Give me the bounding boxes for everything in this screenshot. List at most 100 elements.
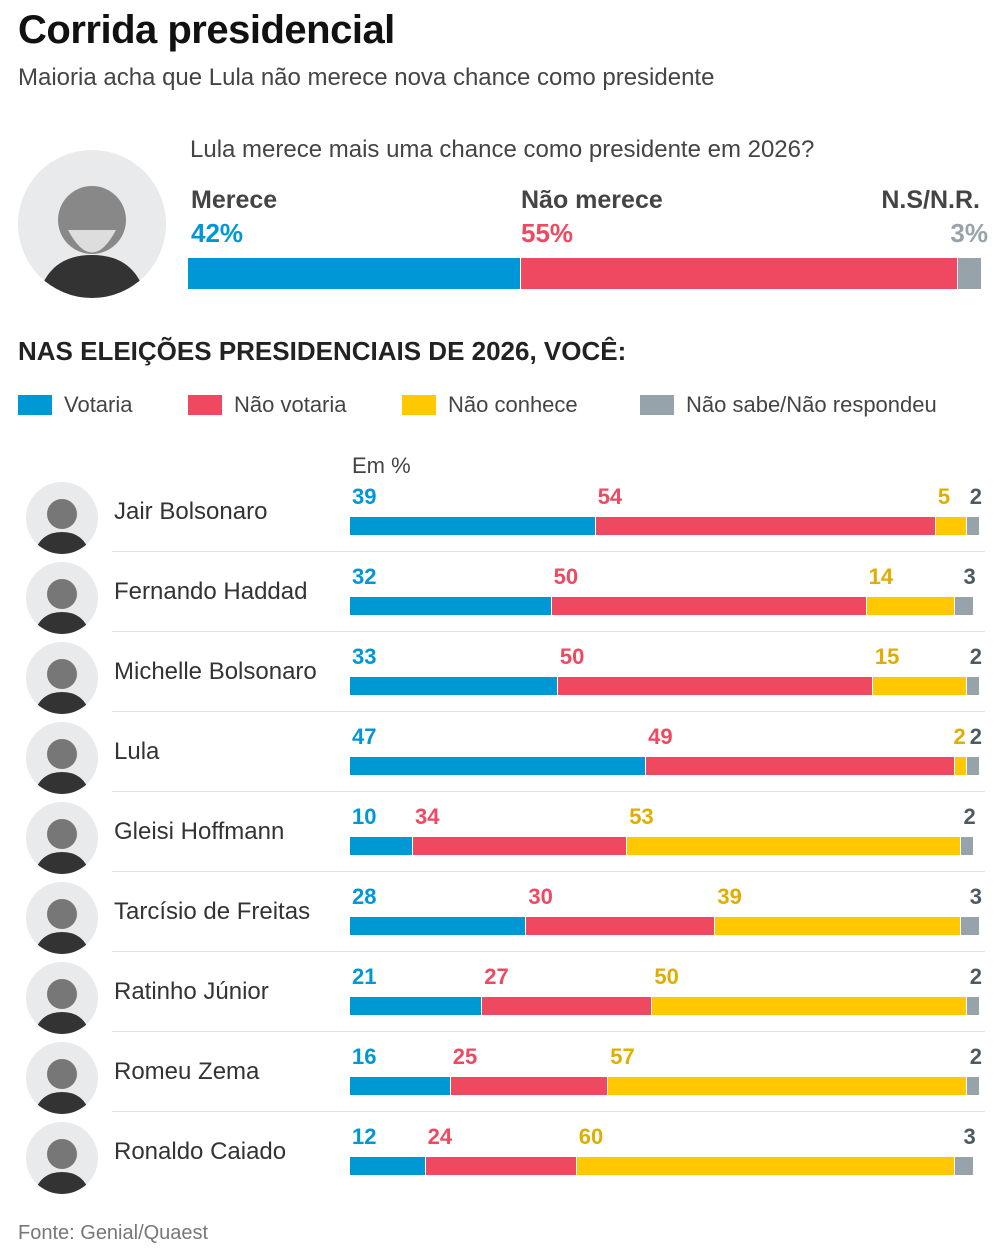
source: Fonte: Genial/Quaest <box>18 1222 209 1244</box>
value-label-nao-conhece: 2 <box>953 724 966 749</box>
candidate-photo <box>26 802 98 874</box>
subtitle: Maioria acha que Lula não merece nova ch… <box>18 64 715 91</box>
value-label-votaria: 12 <box>352 1124 377 1149</box>
candidate-photo <box>26 642 98 714</box>
candidate-row: Jair Bolsonaro 39 54 5 2 <box>0 480 1000 560</box>
title: Corrida presidencial <box>18 8 395 52</box>
bar-ns <box>954 1157 974 1175</box>
legend-label: Não conhece <box>448 392 578 417</box>
value-label-nao-conhece: 39 <box>717 884 742 909</box>
bar-votaria <box>350 917 527 935</box>
value-label-nao-votaria: 30 <box>528 884 553 909</box>
bar-nao-votaria <box>526 917 716 935</box>
divider <box>112 631 985 632</box>
bar-nao-votaria <box>551 597 867 615</box>
divider <box>112 791 985 792</box>
value-label-ns: 2 <box>969 964 982 989</box>
person-icon <box>34 899 90 954</box>
value-label-ns: 3 <box>963 1124 976 1149</box>
person-icon <box>34 499 90 554</box>
person-icon <box>38 186 146 298</box>
divider <box>112 951 985 952</box>
value-label-ns: 2 <box>969 644 982 669</box>
legend-ns: Não sabe/Não respondeu <box>640 392 937 418</box>
value-label-nao-conhece: 53 <box>629 804 654 829</box>
candidate-row: Ronaldo Caiado 12 24 60 3 <box>0 1120 1000 1200</box>
bar-ns <box>967 757 980 775</box>
legend-nao-votaria: Não votaria <box>188 392 347 418</box>
candidate-photo <box>26 962 98 1034</box>
legend-nao-conhece: Não conhece <box>402 392 578 418</box>
value-label-nao-conhece: 5 <box>937 484 951 509</box>
value-label-nao-votaria: 25 <box>452 1044 478 1069</box>
divider <box>112 711 985 712</box>
bar-nao-conhece <box>954 757 968 775</box>
bar-votaria <box>350 597 552 615</box>
value-label-votaria: 32 <box>352 564 377 589</box>
value-label-nao-conhece: 60 <box>578 1124 604 1149</box>
value-label-ns: 3 <box>969 884 982 909</box>
section-title: NAS ELEIÇÕES PRESIDENCIAIS DE 2026, VOCÊ… <box>18 336 627 366</box>
divider <box>112 1031 985 1032</box>
value-label-votaria: 33 <box>352 644 377 669</box>
value-label-ns: 3 <box>963 564 976 589</box>
bar-nao-merece <box>521 258 959 289</box>
candidate-row: Romeu Zema 16 25 57 2 <box>0 1040 1000 1120</box>
candidate-row: Lula 47 49 2 2 <box>0 720 1000 800</box>
person-icon <box>34 659 90 714</box>
bar-nao-conhece <box>935 517 968 535</box>
bar-nao-conhece <box>872 677 968 695</box>
unit-label: Em % <box>352 453 411 478</box>
candidate-name: Michelle Bolsonaro <box>114 658 317 685</box>
legend-swatch <box>402 395 436 415</box>
divider <box>112 1111 985 1112</box>
legend-label: Não sabe/Não respondeu <box>686 392 937 417</box>
person-icon <box>34 579 90 634</box>
person-icon <box>34 739 90 794</box>
legend-swatch <box>640 395 674 415</box>
candidate-row: Ratinho Júnior 21 27 50 2 <box>0 960 1000 1040</box>
candidate-name: Romeu Zema <box>114 1058 260 1085</box>
bar-nao-conhece <box>715 917 962 935</box>
value-label-nao-votaria: 54 <box>597 484 623 509</box>
value-label-ns: 2 <box>963 804 976 829</box>
candidate-row: Fernando Haddad 32 50 14 3 <box>0 560 1000 640</box>
candidate-name: Ratinho Júnior <box>114 978 269 1005</box>
value-label-nao-conhece: 57 <box>610 1044 635 1069</box>
legend-swatch <box>18 395 52 415</box>
person-icon <box>34 1059 90 1114</box>
bar-nao-conhece <box>652 997 968 1015</box>
candidate-row: Michelle Bolsonaro 33 50 15 2 <box>0 640 1000 720</box>
candidate-name: Lula <box>114 738 160 765</box>
value-label-nao-votaria: 50 <box>559 644 585 669</box>
candidate-name: Gleisi Hoffmann <box>114 818 285 845</box>
person-icon <box>34 1139 90 1194</box>
bar-nao-votaria <box>425 1157 577 1175</box>
person-icon <box>34 979 90 1034</box>
candidate-name: Fernando Haddad <box>114 578 308 605</box>
legend-swatch <box>188 395 222 415</box>
bar-nao-votaria <box>557 677 873 695</box>
bar-ns <box>958 258 982 289</box>
bar-ns <box>961 837 974 855</box>
bar-nao-conhece <box>627 837 962 855</box>
bar-ns <box>967 517 980 535</box>
bar-votaria <box>350 517 596 535</box>
value-label-ns: 2 <box>969 484 982 509</box>
value-label-votaria: 21 <box>352 964 377 989</box>
bar-ns <box>967 997 980 1015</box>
candidate-name: Tarcísio de Freitas <box>114 898 311 925</box>
value-ns: 3% <box>950 218 988 248</box>
candidate-photo <box>26 1042 98 1114</box>
candidate-photo <box>26 482 98 554</box>
question: Lula merece mais uma chance como preside… <box>190 136 815 163</box>
lula-photo <box>18 150 166 298</box>
bar-nao-votaria <box>646 757 955 775</box>
bar-nao-votaria <box>595 517 936 535</box>
value-label-nao-conhece: 14 <box>868 564 894 589</box>
divider <box>112 551 985 552</box>
candidate-photo <box>26 722 98 794</box>
bar-nao-conhece <box>576 1157 955 1175</box>
bar-ns <box>967 1077 980 1095</box>
